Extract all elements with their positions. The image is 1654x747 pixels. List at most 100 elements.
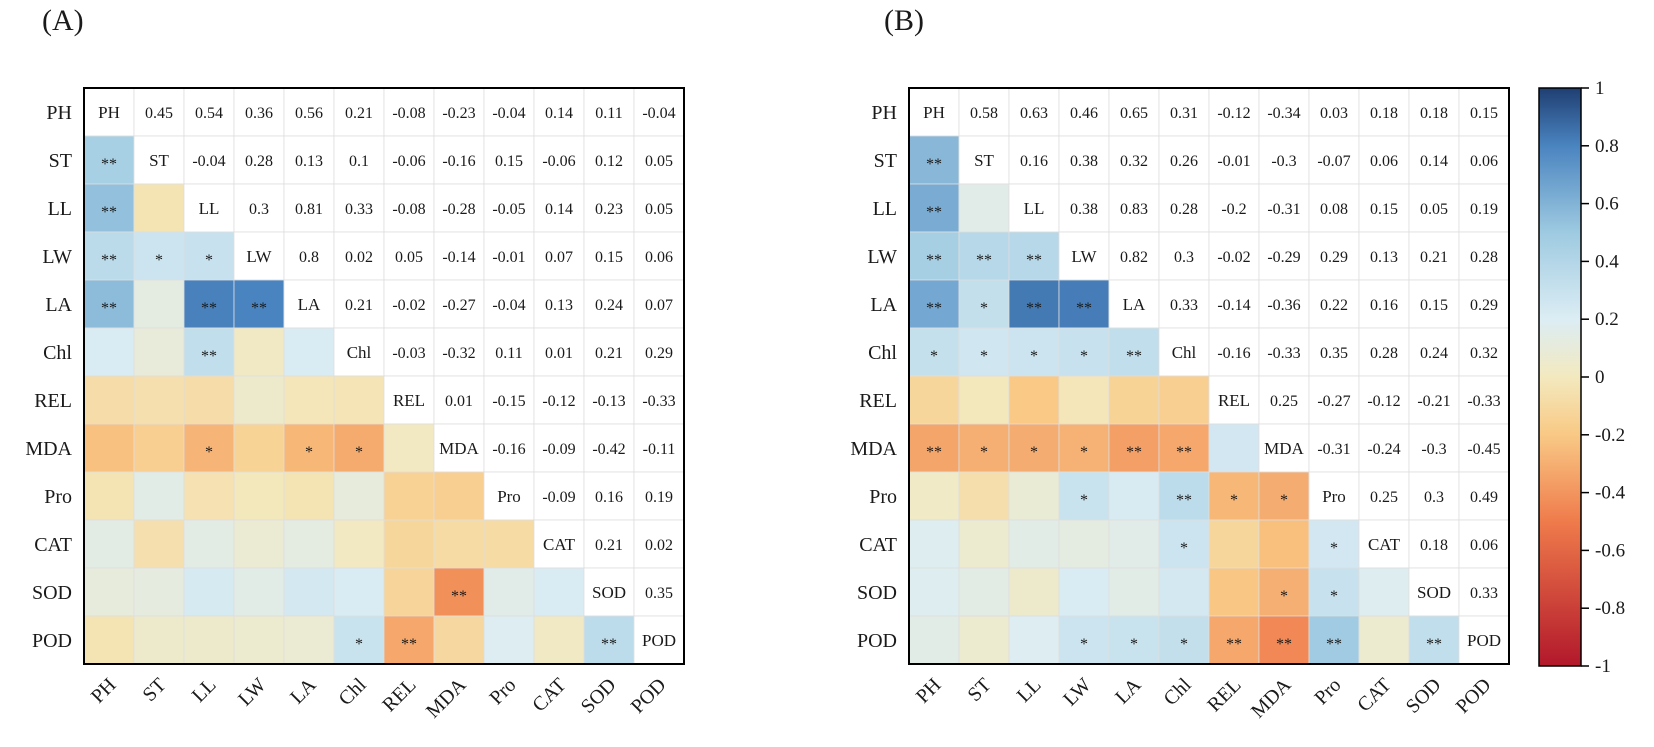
correlation-value: -0.04 [492, 297, 525, 314]
heatmap-cell [1008, 87, 1060, 137]
significance-marker: ** [1326, 636, 1342, 653]
significance-marker: ** [1176, 444, 1192, 461]
heatmap-cell [333, 471, 385, 521]
significance-marker: ** [1026, 252, 1042, 269]
heatmap-cell [483, 567, 535, 617]
diagonal-label: LW [1071, 247, 1097, 266]
heatmap-cell [958, 327, 1010, 377]
correlation-value: 0.36 [245, 105, 273, 122]
correlation-value: -0.31 [1267, 201, 1300, 218]
heatmap-cell [908, 279, 960, 329]
heatmap-cell [83, 423, 135, 473]
heatmap-cell [908, 615, 960, 665]
heatmap-cell [1058, 423, 1110, 473]
correlation-value: 0.02 [645, 537, 673, 554]
significance-marker: * [1080, 636, 1088, 653]
diagonal-label: Pro [497, 487, 521, 506]
heatmap-cell [183, 519, 235, 569]
significance-marker: * [1180, 540, 1188, 557]
heatmap-cell [1058, 327, 1110, 377]
heatmap-cell [433, 375, 485, 425]
column-label: POD [1452, 674, 1496, 718]
significance-marker: ** [926, 204, 942, 221]
heatmap-cell [1008, 471, 1060, 521]
heatmap-cell [1458, 279, 1510, 329]
correlation-value: 0.06 [1470, 153, 1498, 170]
heatmap-cell [908, 471, 960, 521]
correlation-value: -0.32 [442, 345, 475, 362]
correlation-value: 0.21 [345, 297, 373, 314]
heatmap-cell [283, 471, 335, 521]
heatmap-cell [1108, 87, 1160, 137]
heatmap-cell [83, 615, 135, 665]
correlation-value: -0.15 [492, 393, 525, 410]
correlation-value: 0.35 [645, 585, 673, 602]
correlation-value: 0.21 [345, 105, 373, 122]
colorbar-tick-label: -0.6 [1595, 540, 1625, 561]
correlation-value: 0.12 [595, 153, 623, 170]
correlation-value: 0.15 [1370, 201, 1398, 218]
heatmap-cell [1158, 327, 1210, 377]
heatmap-cell [1308, 231, 1360, 281]
diagonal-label: Pro [1322, 487, 1346, 506]
heatmap-cell [183, 615, 235, 665]
correlation-value: 0.14 [1420, 153, 1448, 170]
colorbar-tick-label: 1 [1595, 78, 1605, 99]
correlation-value: 0.13 [1370, 249, 1398, 266]
row-label: PH [871, 102, 897, 124]
correlation-value: 0.19 [1470, 201, 1498, 218]
heatmap-cell [1008, 615, 1060, 665]
diagonal-label: ST [149, 151, 169, 170]
heatmap-cell [383, 375, 435, 425]
colorbar-tick-label: 0.8 [1595, 136, 1619, 157]
heatmap-cell [958, 279, 1010, 329]
correlation-value: 0.25 [1270, 393, 1298, 410]
heatmap-cell [433, 615, 485, 665]
heatmap-cell [1458, 375, 1510, 425]
diagonal-label: PH [98, 103, 120, 122]
heatmap-cell [433, 183, 485, 233]
significance-marker: ** [251, 300, 267, 317]
significance-marker: * [355, 636, 363, 653]
heatmap-cell [383, 567, 435, 617]
correlation-value: 0.15 [595, 249, 623, 266]
correlation-value: 0.58 [970, 105, 998, 122]
heatmap-cell [183, 471, 235, 521]
correlation-value: 0.28 [1370, 345, 1398, 362]
significance-marker: ** [451, 588, 467, 605]
significance-marker: ** [201, 348, 217, 365]
row-label: LA [870, 294, 897, 316]
diagonal-label: LA [1123, 295, 1146, 314]
heatmap-cell [233, 567, 285, 617]
significance-marker: * [1080, 348, 1088, 365]
heatmap-cell [1008, 135, 1060, 185]
heatmap-cell [1208, 183, 1260, 233]
diagonal-label: LL [199, 199, 220, 218]
heatmap-cell [433, 423, 485, 473]
correlation-value: 0.33 [1170, 297, 1198, 314]
significance-marker: ** [1126, 348, 1142, 365]
correlation-value: 0.07 [545, 249, 573, 266]
correlation-value: -0.06 [542, 153, 575, 170]
heatmap-cell [1458, 183, 1510, 233]
heatmap-cell [133, 135, 185, 185]
heatmap-cell [1358, 567, 1410, 617]
column-label: LA [286, 674, 321, 709]
significance-marker: ** [1026, 300, 1042, 317]
correlation-value: -0.16 [442, 153, 475, 170]
heatmap-cell [83, 471, 135, 521]
heatmap-cell [133, 327, 185, 377]
row-label: POD [32, 630, 72, 652]
row-label: PH [46, 102, 72, 124]
column-label: Chl [1160, 674, 1196, 710]
diagonal-label: ST [974, 151, 994, 170]
significance-marker: * [1280, 492, 1288, 509]
correlation-value: -0.04 [192, 153, 225, 170]
heatmap-cell [1058, 375, 1110, 425]
correlation-value: 0.14 [545, 201, 573, 218]
column-label: ST [963, 674, 995, 706]
heatmap-cell [433, 519, 485, 569]
row-label: Pro [44, 486, 72, 508]
correlation-value: -0.34 [1267, 105, 1300, 122]
